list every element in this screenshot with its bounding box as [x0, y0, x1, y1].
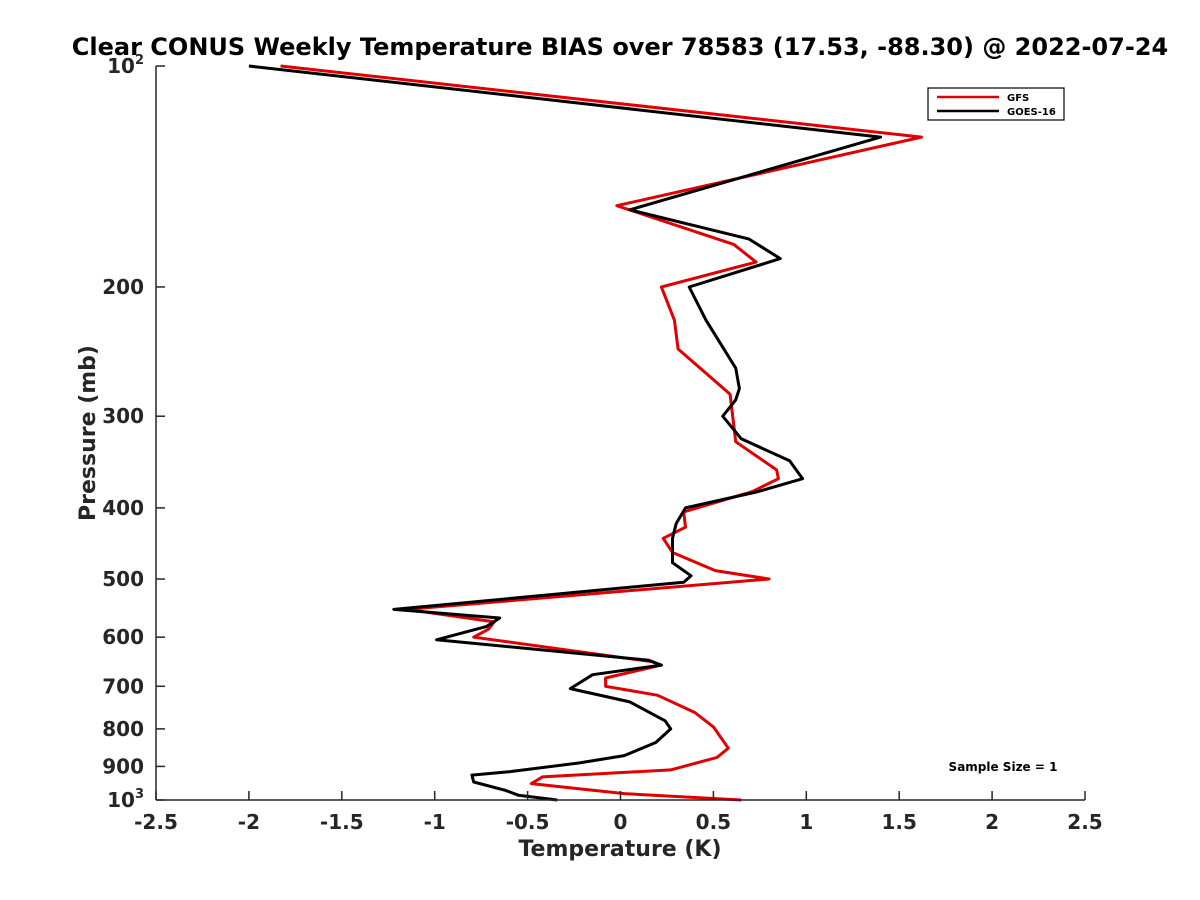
legend-box [927, 87, 1065, 121]
x-tick-label: -2 [238, 810, 260, 834]
y-tick-label-exponent: 2 [135, 53, 144, 68]
y-tick-label: 600 [102, 625, 144, 649]
y-tick-label: 103 [107, 787, 144, 812]
y-tick-label: 500 [102, 567, 144, 591]
x-tick-label: -1.5 [320, 810, 364, 834]
series-line-goes-16 [248, 64, 883, 802]
x-tick-label: 2 [985, 810, 999, 834]
chart-title: Clear CONUS Weekly Temperature BIAS over… [72, 33, 1168, 61]
y-tick-label: 800 [102, 717, 144, 741]
y-axis-label: Pressure (mb) [76, 345, 101, 521]
x-tick-label: 1 [799, 810, 813, 834]
x-tick-label: 1.5 [881, 810, 916, 834]
legend-label-gfs: GFS [1007, 93, 1029, 104]
x-tick-label: -2.5 [134, 810, 178, 834]
series-layer [248, 64, 923, 802]
x-tick-label: 2.5 [1067, 810, 1102, 834]
x-axis-label: Temperature (K) [518, 837, 721, 862]
series-line-gfs [280, 64, 923, 802]
legend: GFS GOES-16 [927, 87, 1065, 121]
x-tick-label: 0.5 [696, 810, 731, 834]
y-tick-label-base: 10 [107, 54, 135, 78]
plot-area [156, 66, 1085, 800]
x-tick-label: -0.5 [506, 810, 550, 834]
y-tick-label-exponent: 3 [135, 787, 144, 802]
x-tick-label: 0 [614, 810, 628, 834]
y-tick-label-base: 10 [107, 788, 135, 812]
y-tick-label: 700 [102, 674, 144, 698]
x-axis-ticks: -2.5 -2 -1.5 -1 -0.5 0 0.5 1 1.5 2 2.5 [134, 791, 1103, 834]
legend-label-goes-16: GOES-16 [1007, 107, 1056, 118]
y-tick-label: 300 [102, 404, 144, 428]
sample-size-annotation: Sample Size = 1 [949, 760, 1058, 774]
x-tick-label: -1 [424, 810, 446, 834]
y-tick-label: 400 [102, 496, 144, 520]
y-tick-label: 102 [107, 53, 144, 78]
y-tick-label: 200 [102, 275, 144, 299]
y-tick-label: 900 [102, 754, 144, 778]
